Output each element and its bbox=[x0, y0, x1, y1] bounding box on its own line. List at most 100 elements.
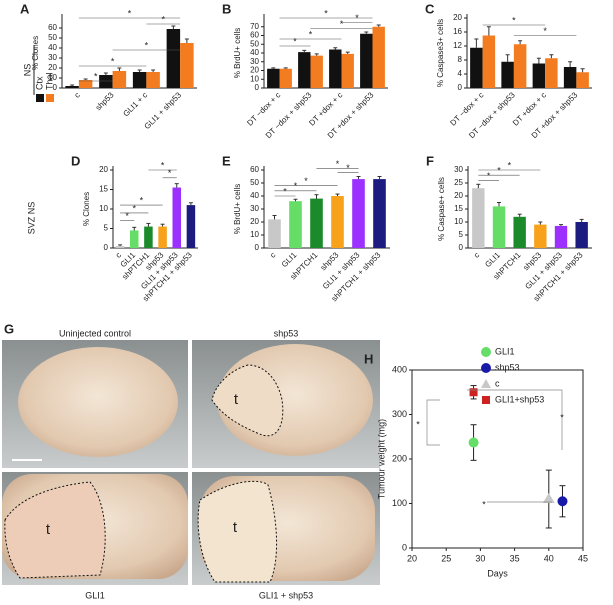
y-tick-label: 20 bbox=[99, 165, 108, 174]
bar bbox=[554, 225, 568, 248]
bar bbox=[78, 80, 93, 88]
x-tick-label: GLI1 + shp53 bbox=[143, 90, 184, 131]
panel-letter: B bbox=[222, 1, 231, 16]
bar bbox=[186, 205, 196, 248]
legend-swatch bbox=[481, 347, 491, 357]
y-tick-label: 10 bbox=[48, 73, 57, 82]
y-axis-label: % Caspase3+ cells bbox=[436, 19, 445, 87]
y-tick-label: 20 bbox=[454, 191, 463, 200]
y-tick-label: 15 bbox=[99, 185, 108, 194]
sig-star: * bbox=[145, 40, 149, 50]
bar bbox=[576, 72, 589, 88]
y-tick-label: 0 bbox=[255, 83, 260, 92]
bar bbox=[331, 196, 344, 248]
bar bbox=[329, 49, 342, 88]
point bbox=[468, 437, 479, 448]
bar bbox=[267, 68, 280, 88]
sig-star: * bbox=[111, 56, 115, 66]
bar bbox=[532, 63, 546, 88]
sig-star: * bbox=[132, 203, 136, 213]
sig-star: * bbox=[168, 168, 172, 178]
sig-star: * bbox=[283, 186, 287, 196]
sig-star: * bbox=[125, 211, 129, 221]
panel-letter: C bbox=[425, 1, 435, 16]
legend-label: shp53 bbox=[495, 362, 520, 372]
x-tick-label: shp53 bbox=[94, 90, 116, 112]
x-tick-label: 25 bbox=[441, 553, 451, 563]
sig-star: * bbox=[346, 163, 350, 173]
sig-star: * bbox=[304, 176, 308, 186]
y-axis-label: Tumour weight (mg) bbox=[376, 419, 386, 499]
bar bbox=[158, 226, 167, 248]
y-tick-label: 400 bbox=[392, 364, 407, 374]
sig-star: * bbox=[482, 499, 486, 509]
y-axis-label: % Clones bbox=[31, 36, 40, 70]
y-tick-label: 15 bbox=[454, 204, 463, 213]
y-tick-label: 0 bbox=[458, 83, 463, 92]
x-tick-label: c bbox=[268, 251, 277, 260]
x-tick-label: 35 bbox=[510, 553, 520, 563]
bar bbox=[360, 33, 373, 88]
y-tick-label: 0 bbox=[255, 243, 260, 252]
y-tick-label: 0 bbox=[402, 542, 407, 552]
bar bbox=[279, 68, 292, 88]
y-tick-label: 10 bbox=[99, 204, 108, 213]
legend-label: Thal bbox=[44, 72, 54, 90]
sig-star: * bbox=[161, 14, 165, 24]
x-tick-label: 20 bbox=[407, 553, 417, 563]
panel-letter: H bbox=[364, 351, 373, 366]
legend-label: GLI1+shp53 bbox=[495, 394, 544, 404]
bar bbox=[130, 230, 139, 248]
point bbox=[557, 496, 568, 507]
image-g4 bbox=[192, 472, 380, 585]
panel-letter: D bbox=[71, 153, 80, 168]
image-g3 bbox=[2, 472, 188, 585]
y-tick-label: 20 bbox=[250, 66, 259, 75]
image-caption: GLI1 bbox=[85, 590, 105, 600]
y-tick-label: 0 bbox=[53, 83, 58, 92]
sig-star: * bbox=[487, 171, 491, 181]
sig-star: * bbox=[416, 419, 420, 429]
x-tick-label: 45 bbox=[578, 553, 588, 563]
row-label: NS bbox=[22, 64, 32, 77]
image-caption: Uninjected control bbox=[59, 328, 131, 338]
bar bbox=[373, 179, 386, 248]
y-tick-label: 10 bbox=[250, 230, 259, 239]
y-tick-label: 16 bbox=[453, 27, 462, 36]
y-tick-label: 60 bbox=[250, 31, 259, 40]
bar bbox=[132, 72, 147, 88]
tumour-label: t bbox=[46, 521, 51, 538]
image-caption: GLI1 + shp53 bbox=[259, 590, 313, 600]
sig-star: * bbox=[497, 166, 501, 176]
legend-label: c bbox=[495, 378, 500, 388]
sig-star: * bbox=[508, 160, 512, 170]
y-tick-label: 5 bbox=[459, 230, 464, 239]
legend-swatch bbox=[481, 363, 491, 373]
y-tick-label: 50 bbox=[48, 33, 57, 42]
panel-letter: A bbox=[20, 1, 30, 16]
bar bbox=[144, 226, 153, 248]
point bbox=[469, 388, 478, 397]
row-label: SVZ NS bbox=[26, 202, 36, 235]
image-caption: shp53 bbox=[274, 328, 299, 338]
bar bbox=[492, 206, 506, 248]
y-tick-label: 30 bbox=[454, 165, 463, 174]
y-tick-label: 20 bbox=[453, 13, 462, 22]
bar bbox=[575, 222, 588, 248]
sig-bracket bbox=[467, 389, 563, 450]
y-tick-label: 12 bbox=[453, 41, 462, 50]
y-tick-label: 50 bbox=[250, 39, 259, 48]
sig-star: * bbox=[94, 71, 98, 81]
bar bbox=[268, 219, 281, 248]
sig-star: * bbox=[543, 26, 547, 36]
x-tick-label: GLI1 + c bbox=[121, 91, 149, 119]
bar bbox=[115, 246, 125, 248]
bar bbox=[501, 61, 514, 88]
bar bbox=[470, 47, 483, 88]
bar bbox=[563, 67, 577, 88]
sig-star: * bbox=[140, 195, 144, 205]
image-g2 bbox=[192, 340, 380, 468]
y-tick-label: 0 bbox=[459, 243, 464, 252]
x-tick-label: c bbox=[114, 251, 123, 260]
y-axis-label: % Clones bbox=[82, 192, 91, 226]
